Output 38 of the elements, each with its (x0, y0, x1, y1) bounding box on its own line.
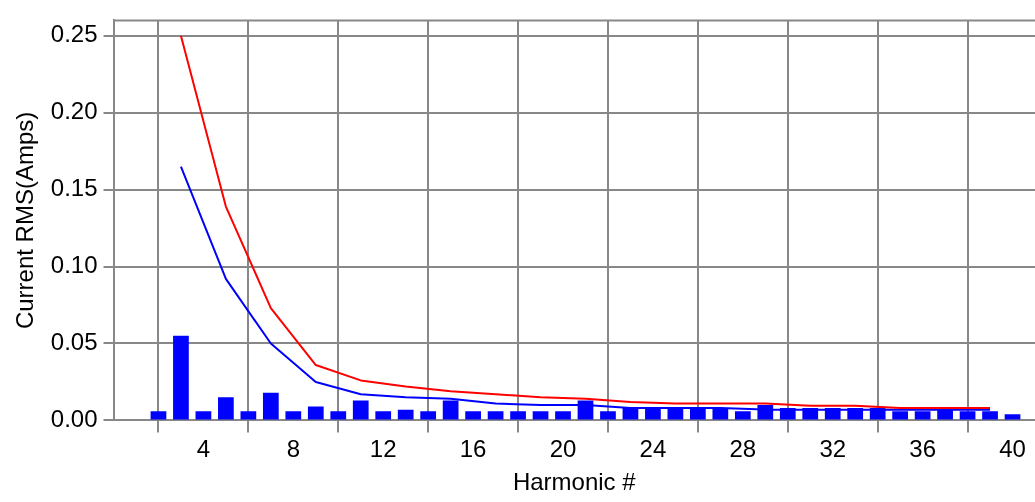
bar (240, 411, 257, 420)
bar (262, 392, 279, 420)
x-tick-label: 20 (549, 435, 577, 463)
bar (330, 411, 347, 420)
y-axis-title: Current RMS(Amps) (11, 111, 39, 330)
x-tick-label: 4 (196, 435, 211, 463)
bar (532, 411, 549, 420)
x-tick-label: 32 (819, 435, 847, 463)
bar (352, 400, 369, 420)
x-tick-label: 24 (639, 435, 667, 463)
bar (218, 397, 234, 420)
y-tick-label: 0.20 (50, 97, 98, 125)
bar (487, 411, 504, 420)
y-tick-label: 0.25 (50, 20, 98, 48)
x-tick-label: 8 (286, 435, 300, 463)
bar (173, 335, 189, 420)
bar (150, 411, 167, 420)
bar (397, 409, 414, 420)
bar (600, 411, 616, 420)
y-tick-label: 0.15 (50, 174, 98, 202)
x-tick-label: 16 (459, 435, 487, 463)
x-axis-title: Harmonic # (512, 468, 637, 496)
bar (510, 411, 526, 420)
bar (465, 411, 481, 420)
bar (307, 406, 324, 420)
bar (555, 411, 571, 420)
y-tick-label: 0.00 (50, 405, 98, 433)
y-tick-label: 0.05 (50, 328, 98, 356)
x-tick-label: 12 (369, 435, 397, 463)
bar (375, 411, 392, 420)
bar (1004, 414, 1021, 420)
x-tick-label: 28 (729, 435, 757, 463)
x-tick-label: 40 (999, 435, 1026, 463)
bar (420, 411, 437, 420)
bar (195, 411, 212, 420)
x-tick-label: 36 (909, 435, 936, 463)
y-tick-label: 0.10 (50, 251, 98, 279)
bar (285, 411, 302, 420)
